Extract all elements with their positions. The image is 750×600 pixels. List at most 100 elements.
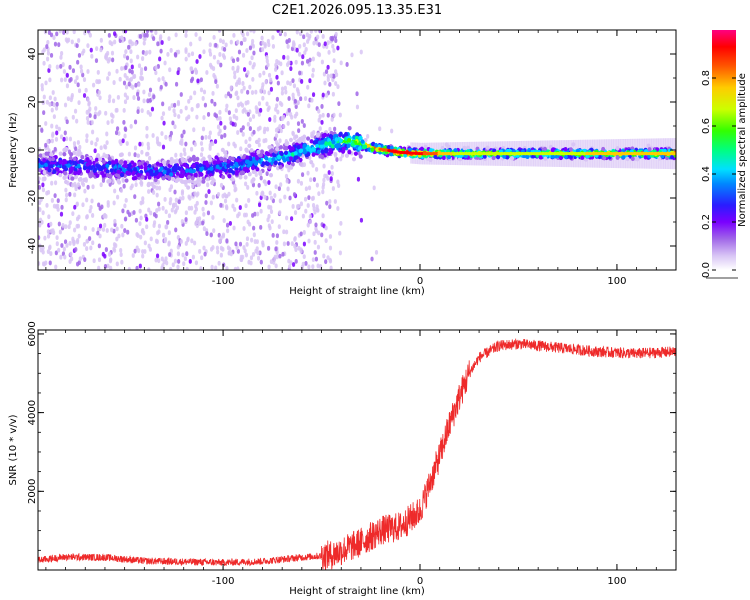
spectrogram-ridge-mark	[42, 176, 47, 181]
spectrogram-noise-mark	[317, 42, 321, 48]
spectrogram-noise-mark	[257, 202, 262, 208]
spectrogram-noise-mark	[214, 79, 218, 85]
spectrogram-noise-mark	[235, 245, 239, 250]
spectrogram-noise-mark	[142, 89, 146, 95]
spectrogram-ridge-mark	[496, 154, 501, 160]
spectrogram-noise-mark	[250, 90, 255, 95]
spectrogram-noise-mark	[278, 253, 282, 259]
spectrogram-ridge-mark	[62, 151, 67, 157]
spectrogram-ridge-mark	[267, 165, 272, 170]
spectrogram-noise-mark	[173, 202, 178, 208]
spectrogram-noise-mark	[112, 246, 116, 252]
spectrogram-noise-mark	[201, 96, 205, 101]
spectrogram-noise-mark	[145, 32, 149, 38]
spectrogram-noise-mark	[213, 139, 218, 144]
spectrogram-ridge-mark	[63, 171, 68, 176]
spectrogram-noise-mark	[276, 80, 280, 86]
spectrogram-noise-mark	[85, 138, 89, 143]
spectrogram-noise-mark	[219, 252, 223, 258]
spectrogram-noise-mark	[88, 32, 92, 38]
spectrogram-noise-mark	[228, 246, 232, 252]
spectrogram-noise-mark	[38, 147, 42, 152]
spectrogram-ridge-mark	[550, 147, 555, 153]
spectrogram-noise-mark	[258, 125, 262, 131]
spectrogram-noise-mark	[370, 256, 374, 262]
spectrogram-noise-mark	[301, 54, 305, 60]
spectrogram-noise-mark	[64, 197, 68, 203]
spectrogram-noise-mark	[296, 178, 301, 184]
spectrogram-noise-mark	[54, 136, 59, 142]
spectrogram-noise-mark	[61, 223, 65, 228]
spectrogram-ridge-mark	[235, 158, 240, 163]
spectrogram-noise-mark	[123, 53, 127, 59]
spectrogram-noise-mark	[52, 35, 56, 40]
spectrogram-noise-mark	[161, 76, 165, 81]
spectrogram-noise-mark	[76, 59, 80, 65]
spectrogram-noise-mark	[297, 203, 301, 209]
spectrogram-noise-mark	[248, 126, 252, 131]
spectrogram-ridge-mark	[296, 144, 301, 150]
spectrogram-noise-mark	[337, 183, 341, 189]
spectrogram-noise-mark	[251, 43, 256, 49]
spectrogram-ridge-mark	[316, 149, 321, 154]
spectrogram-noise-mark	[105, 131, 109, 137]
spectrogram-noise-mark	[59, 134, 64, 140]
spectrogram-noise-mark	[218, 109, 222, 115]
spectrogram-ridge-mark	[64, 179, 69, 185]
spectrogram-noise-mark	[135, 265, 139, 270]
spectrogram-noise-mark	[329, 73, 333, 79]
spectrogram-noise-mark	[241, 81, 245, 86]
spectrogram-noise-mark	[44, 121, 48, 126]
spectrogram-ridge-mark	[212, 160, 217, 165]
spectrogram-noise-mark	[299, 162, 304, 168]
spectrogram-noise-mark	[63, 254, 67, 260]
spectrogram-ridge-mark	[334, 143, 339, 149]
spectrogram-noise-mark	[286, 80, 290, 86]
spectrogram-ridge-mark	[255, 167, 260, 172]
spectrogram-noise-mark	[49, 221, 53, 227]
spectrogram-noise-mark	[147, 207, 151, 213]
spectrogram-noise-mark	[221, 193, 225, 199]
spectrogram-ridge-mark	[51, 156, 56, 162]
spectrogram-noise-mark	[250, 237, 254, 243]
spectrogram-noise-mark	[294, 258, 298, 264]
spectrogram-noise-mark	[311, 162, 315, 168]
spectrogram-noise-mark	[324, 69, 329, 75]
spectrogram-noise-mark	[236, 130, 240, 135]
spectrogram-noise-mark	[149, 210, 153, 216]
spectrogram-noise-mark	[164, 224, 168, 230]
spectrogram-noise-mark	[315, 207, 319, 213]
spectrogram-noise-mark	[317, 191, 321, 197]
spectrogram-noise-mark	[133, 194, 137, 200]
spectrogram-noise-mark	[91, 129, 95, 135]
spectrogram-noise-mark	[164, 81, 168, 87]
spectrogram-noise-mark	[148, 49, 152, 55]
spectrogram-ridge-mark	[602, 155, 607, 161]
spectrogram-ridge-mark	[49, 164, 54, 169]
spectrogram-noise-mark	[173, 189, 177, 195]
spectrogram-noise-mark	[138, 141, 142, 147]
spectrogram-ridge-mark	[180, 179, 185, 184]
spectrogram-noise-mark	[120, 259, 124, 265]
spectrogram-noise-mark	[173, 102, 177, 108]
spectrogram-noise-mark	[222, 218, 226, 223]
spectrogram-ridge-mark	[251, 177, 256, 182]
spectrogram-noise-mark	[190, 183, 195, 189]
spectrogram-noise-mark	[302, 123, 306, 128]
spectrogram-noise-mark	[43, 235, 47, 241]
spectrogram-noise-mark	[167, 240, 171, 246]
spectrogram-ridge-mark	[441, 155, 446, 160]
spectrogram-noise-mark	[107, 32, 111, 38]
spectrogram-ridge-mark	[106, 179, 111, 184]
spectrogram-ridge-mark	[139, 164, 144, 170]
spectrogram-noise-mark	[89, 245, 93, 251]
spectrogram-ridge-mark	[252, 153, 257, 158]
spectrogram-noise-mark	[151, 190, 156, 195]
spectrogram-noise-mark	[204, 135, 208, 140]
spectrogram-noise-mark	[299, 248, 303, 254]
spectrogram-ridge-mark	[101, 159, 106, 164]
spectrogram-noise-mark	[304, 208, 308, 214]
spectrogram-noise-mark	[167, 230, 171, 236]
spectrogram-ridge-mark	[531, 154, 536, 159]
spectrogram-noise-mark	[127, 212, 132, 218]
